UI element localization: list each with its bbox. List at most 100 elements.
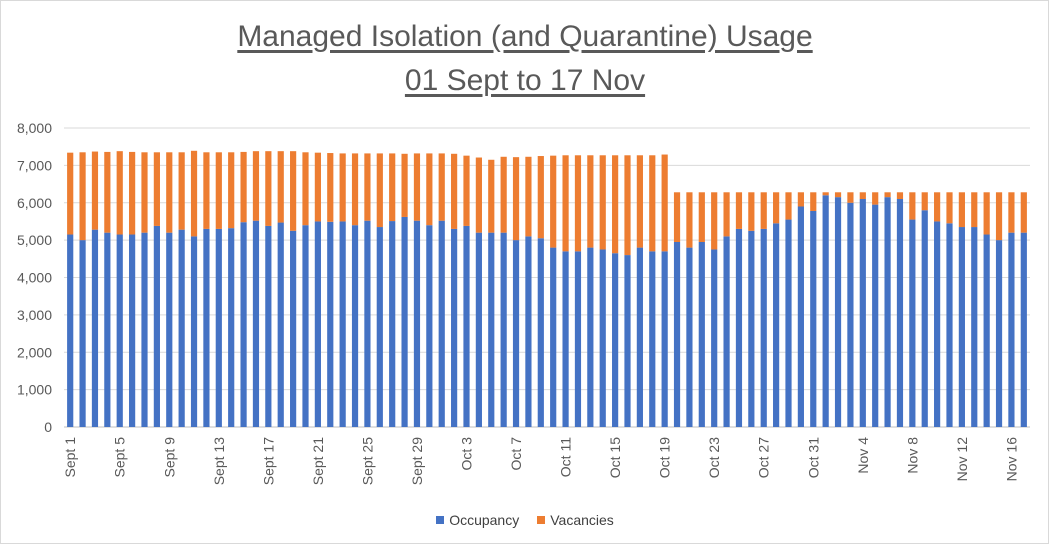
x-tick-label: Sept 5: [112, 437, 128, 478]
bar-vacancies: [351, 153, 359, 226]
bar-occupancy: [686, 247, 693, 427]
y-tick-label: 8,000: [17, 120, 52, 136]
x-tick-label: Sept 17: [260, 437, 276, 485]
bar-occupancy: [141, 232, 148, 427]
bar-occupancy: [215, 228, 222, 427]
bar-vacancies: [921, 192, 928, 211]
bar-vacancies: [562, 155, 569, 252]
bar-occupancy: [178, 229, 185, 427]
bar-occupancy: [438, 220, 445, 427]
y-tick-label: 4,000: [17, 270, 52, 286]
x-tick-label: Sept 29: [409, 437, 425, 485]
legend-item-occupancy: Occupancy: [436, 512, 519, 528]
bar-vacancies: [735, 192, 743, 229]
bar-vacancies: [438, 153, 445, 221]
bar-vacancies: [339, 153, 346, 222]
bar-vacancies: [661, 154, 668, 252]
bar-vacancies: [810, 192, 817, 211]
bar-occupancy: [909, 219, 916, 427]
bar-occupancy: [958, 227, 965, 427]
bar-occupancy: [921, 210, 928, 427]
x-tick-label: Sept 13: [211, 437, 227, 485]
bar-occupancy: [240, 222, 247, 427]
x-tick-label: Nov 16: [1003, 437, 1019, 482]
bar-vacancies: [413, 153, 421, 221]
bar-vacancies: [426, 153, 433, 226]
x-tick-label: Oct 7: [508, 437, 524, 471]
x-tick-label: Oct 19: [657, 437, 673, 478]
bar-vacancies: [116, 151, 123, 235]
bar-vacancies: [178, 152, 185, 230]
bar-vacancies: [909, 192, 916, 220]
chart-legend: Occupancy Vacancies: [0, 512, 1050, 528]
bar-occupancy: [574, 251, 582, 427]
legend-item-vacancies: Vacancies: [537, 512, 614, 528]
bar-occupancy: [389, 221, 396, 427]
bar-occupancy: [463, 225, 470, 427]
bar-occupancy: [290, 230, 297, 427]
bar-vacancies: [834, 192, 842, 198]
bar-vacancies: [773, 192, 780, 224]
bar-occupancy: [649, 251, 656, 427]
x-tick-label: Sept 1: [62, 437, 78, 478]
bar-occupancy: [983, 234, 990, 427]
bar-occupancy: [624, 255, 631, 427]
x-tick-label: Oct 31: [805, 437, 821, 478]
bar-vacancies: [785, 192, 792, 220]
bar-occupancy: [252, 220, 260, 427]
chart-subtitle: 01 Sept to 17 Nov: [404, 64, 646, 97]
bar-vacancies: [711, 192, 718, 250]
legend-label-occupancy: Occupancy: [449, 512, 520, 528]
bar-vacancies: [599, 155, 606, 250]
bar-occupancy: [537, 238, 544, 427]
y-tick-label: 6,000: [17, 195, 52, 211]
bar-occupancy: [426, 225, 433, 427]
bar-occupancy: [500, 232, 507, 427]
bar-occupancy: [636, 247, 643, 427]
bar-vacancies: [934, 192, 941, 222]
bar-occupancy: [995, 240, 1003, 427]
x-tick-label: Nov 8: [904, 437, 920, 474]
bar-vacancies: [537, 156, 544, 239]
bar-occupancy: [612, 253, 619, 427]
x-tick-label: Sept 9: [161, 437, 177, 478]
bar-occupancy: [859, 199, 866, 427]
bar-vacancies: [612, 155, 619, 254]
x-tick-label: Oct 15: [607, 437, 623, 478]
bar-occupancy: [339, 221, 346, 427]
bar-occupancy: [376, 227, 383, 427]
bar-vacancies: [797, 192, 804, 207]
bar-occupancy: [735, 228, 743, 427]
bar-occupancy: [488, 232, 495, 427]
bar-vacancies: [141, 152, 148, 233]
x-tick-label: Oct 23: [706, 437, 722, 478]
bar-vacancies: [79, 152, 86, 241]
bar-occupancy: [413, 220, 421, 427]
bar-vacancies: [896, 192, 904, 200]
bar-vacancies: [302, 152, 309, 226]
bar-occupancy: [525, 236, 532, 427]
bar-vacancies: [389, 153, 396, 222]
bar-occupancy: [587, 247, 594, 427]
bar-occupancy: [698, 241, 705, 427]
bar-vacancies: [587, 155, 594, 248]
legend-label-vacancies: Vacancies: [550, 512, 614, 528]
bar-vacancies: [512, 157, 520, 241]
bar-occupancy: [810, 210, 817, 427]
bar-occupancy: [116, 234, 123, 427]
bar-occupancy: [872, 204, 879, 427]
bar-vacancies: [129, 151, 136, 235]
bar-occupancy: [884, 197, 891, 427]
bar-occupancy: [314, 221, 321, 427]
bar-occupancy: [847, 202, 854, 427]
bar-vacancies: [872, 192, 879, 205]
bar-occupancy: [166, 232, 173, 427]
bar-occupancy: [265, 225, 272, 427]
bar-occupancy: [760, 228, 767, 427]
bar-occupancy: [971, 227, 978, 427]
bar-occupancy: [277, 222, 284, 427]
bar-vacancies: [488, 159, 495, 233]
bar-occupancy: [67, 234, 74, 427]
bar-occupancy: [104, 232, 111, 427]
bar-occupancy: [79, 240, 86, 427]
